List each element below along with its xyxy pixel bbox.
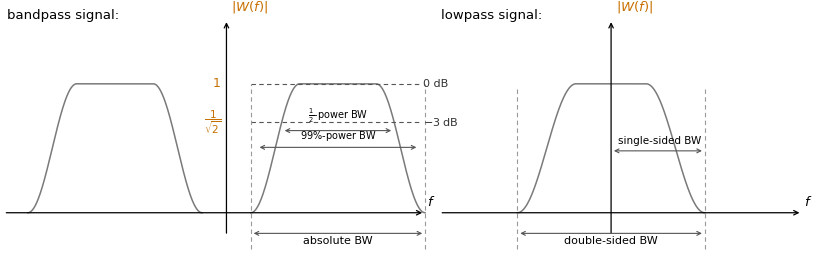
Text: single-sided BW: single-sided BW: [619, 136, 702, 146]
Text: $|W(f)|$: $|W(f)|$: [615, 0, 653, 15]
Text: $\frac{1}{2}$-power BW: $\frac{1}{2}$-power BW: [308, 107, 368, 125]
Text: $-3$ dB: $-3$ dB: [423, 116, 459, 128]
Text: double-sided BW: double-sided BW: [564, 236, 658, 246]
Text: absolute BW: absolute BW: [303, 236, 373, 246]
Text: $\dfrac{1}{\sqrt{2}}$: $\dfrac{1}{\sqrt{2}}$: [204, 108, 221, 136]
Text: $f$: $f$: [804, 195, 812, 209]
Text: 0 dB: 0 dB: [423, 79, 449, 89]
Text: lowpass signal:: lowpass signal:: [441, 9, 543, 22]
Text: $1$: $1$: [212, 77, 221, 90]
Text: bandpass signal:: bandpass signal:: [7, 9, 119, 22]
Text: $f$: $f$: [427, 195, 435, 209]
Text: $|W(f)|$: $|W(f)|$: [230, 0, 268, 15]
Text: $99\%$-power BW: $99\%$-power BW: [300, 130, 376, 144]
